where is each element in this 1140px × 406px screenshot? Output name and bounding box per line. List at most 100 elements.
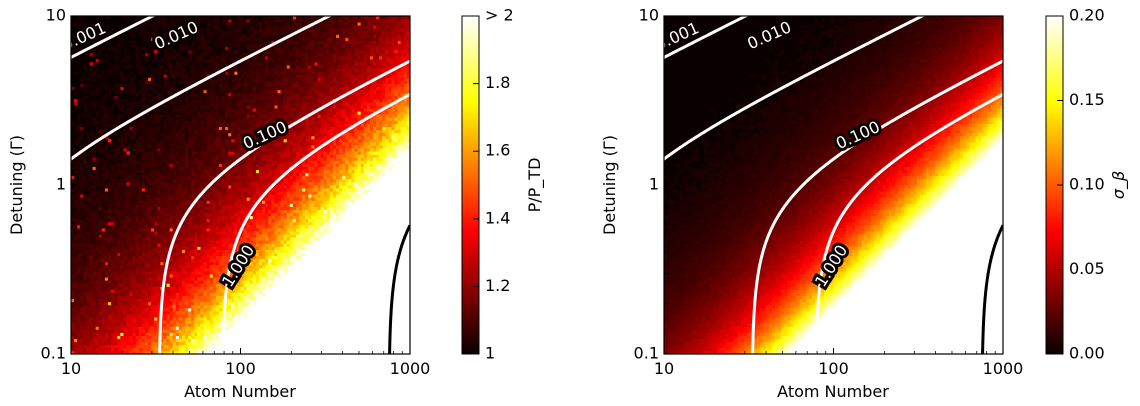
heatmap-cell: [86, 255, 90, 260]
heatmap-cell: [129, 246, 134, 250]
heatmap-cell: [101, 246, 106, 250]
heatmap-cell: [163, 16, 167, 20]
heatmap-cell: [185, 246, 189, 250]
heatmap-cell: [129, 194, 134, 198]
heatmap-cell: [144, 234, 149, 238]
heatmap-cell: [123, 160, 127, 164]
heatmap-cell: [200, 338, 204, 343]
heatmap-cell: [71, 243, 75, 247]
heatmap-cell: [160, 240, 164, 244]
heatmap-cell: [157, 154, 161, 158]
heatmap-cell: [104, 267, 109, 272]
heatmap-cell: [107, 307, 112, 312]
heatmap-cell: [166, 350, 171, 354]
heatmap-cell: [154, 138, 158, 143]
heatmap-cell: [206, 304, 211, 309]
heatmap-cell: [218, 271, 223, 275]
heatmap-cell: [172, 274, 177, 278]
heatmap-cell: [206, 267, 211, 272]
heatmap-cell: [191, 341, 195, 346]
heatmap-cell: [135, 52, 140, 57]
heatmap-cell: [111, 317, 115, 321]
heatmap-cell: [135, 188, 140, 192]
heatmap-cell: [151, 283, 155, 287]
heatmap-cell: [185, 240, 189, 244]
heatmap-cell: [175, 237, 180, 241]
heatmap-cell: [141, 298, 146, 303]
heatmap-cell: [104, 271, 109, 275]
heatmap-cell: [74, 215, 78, 220]
heatmap-cell: [126, 243, 130, 247]
heatmap-cell: [166, 200, 171, 204]
heatmap-cell: [83, 40, 87, 45]
heatmap-cell: [209, 298, 214, 303]
heatmap-cell: [228, 234, 232, 238]
heatmap-cell: [181, 252, 186, 257]
heatmap-cell: [175, 289, 180, 293]
heatmap-cell: [111, 264, 115, 269]
heatmap-cell: [138, 206, 143, 210]
heatmap-cell: [197, 350, 201, 354]
heatmap-cell: [225, 224, 229, 229]
heatmap-cell: [175, 200, 180, 204]
heatmap-cell: [123, 301, 127, 306]
heatmap-cell: [154, 317, 158, 321]
heatmap-cell: [86, 320, 90, 324]
heatmap-cell: [151, 350, 155, 354]
heatmap-cell: [225, 80, 229, 84]
heatmap-cell: [231, 145, 235, 149]
heatmap-cell: [148, 338, 152, 343]
heatmap-cell: [101, 237, 106, 241]
heatmap-cell: [191, 231, 195, 235]
heatmap-cell: [86, 240, 90, 244]
heatmap-cell: [114, 65, 118, 69]
heatmap-cell: [212, 132, 217, 137]
heatmap-cell: [71, 347, 75, 352]
heatmap-cell: [218, 234, 223, 238]
heatmap-cell: [71, 344, 75, 349]
heatmap-cell: [191, 258, 195, 263]
heatmap-cell: [178, 197, 183, 201]
heatmap-cell: [132, 123, 137, 128]
heatmap-cell: [104, 178, 109, 183]
heatmap-cell: [175, 307, 180, 312]
heatmap-cell: [107, 295, 112, 300]
heatmap-cell: [104, 188, 109, 192]
heatmap-cell: [203, 249, 207, 253]
heatmap-cell: [206, 148, 211, 152]
heatmap-cell: [222, 197, 226, 201]
heatmap-cell: [169, 231, 174, 235]
heatmap-cell: [77, 228, 81, 232]
heatmap-cell: [148, 34, 152, 38]
heatmap-cell: [129, 261, 134, 266]
heatmap-cell: [151, 95, 155, 100]
heatmap-cell: [95, 277, 100, 281]
heatmap-cell: [231, 280, 235, 284]
heatmap-cell: [222, 246, 226, 250]
heatmap-cell: [89, 178, 93, 183]
heatmap-cell: [132, 175, 137, 180]
heatmap-cell: [154, 329, 158, 333]
heatmap-cell: [157, 95, 161, 100]
heatmap-cell: [178, 157, 183, 161]
heatmap-cell: [200, 231, 204, 235]
heatmap-cell: [126, 277, 130, 281]
heatmap-cell: [191, 249, 195, 253]
heatmap-cell: [191, 105, 195, 109]
heatmap-cell: [181, 181, 186, 186]
heatmap-cell: [188, 295, 192, 300]
heatmap-cell: [222, 141, 226, 146]
heatmap-cell: [203, 283, 207, 287]
heatmap-cell: [120, 132, 124, 137]
heatmap-cell: [86, 295, 90, 300]
heatmap-cell: [225, 83, 229, 88]
heatmap-cell: [215, 292, 220, 297]
heatmap-cell: [111, 65, 115, 69]
heatmap-cell: [107, 157, 112, 161]
heatmap-cell: [160, 267, 164, 272]
heatmap-cell: [160, 280, 164, 284]
heatmap-cell: [132, 141, 137, 146]
heatmap-cell: [98, 191, 103, 195]
heatmap-cell: [203, 132, 207, 137]
heatmap-cell: [157, 314, 161, 318]
